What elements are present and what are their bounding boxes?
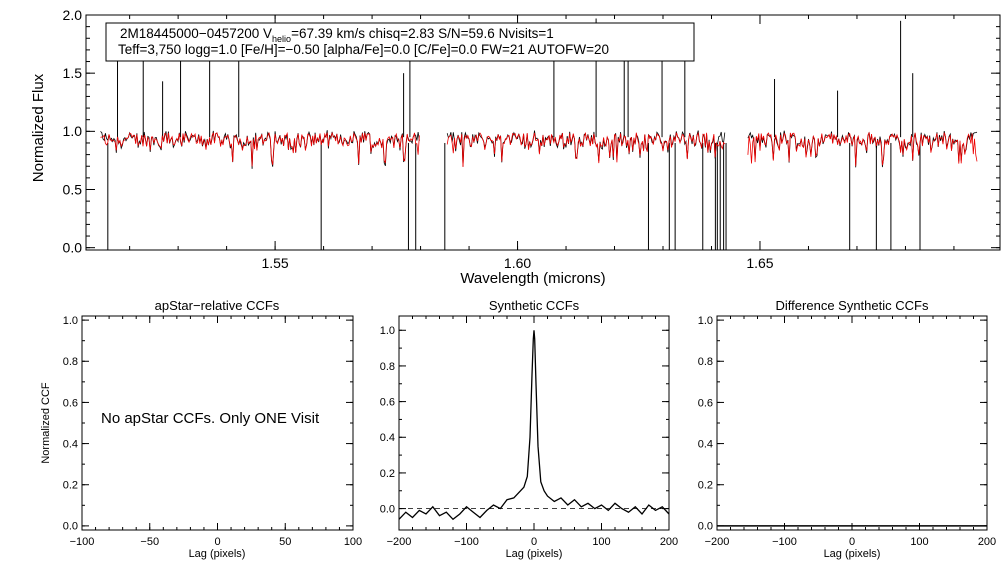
synthetic-xlabel: Lag (pixels)	[506, 548, 563, 560]
difference-axis-ticks: −200 −100 0 100 200 0.0 0.2 0.4 0.6 0.8 1.0	[698, 315, 996, 548]
x-tick-label: 0	[531, 536, 537, 548]
y-tick-label: 0.5	[63, 181, 83, 197]
y-tick-label: 1.5	[63, 65, 83, 81]
info-line-1-rest: =67.39 km/s chisq=2.83 S/N=59.6 Nvisits=…	[291, 26, 554, 41]
y-tick-label: 1.0	[698, 315, 713, 327]
synthetic-title: Synthetic CCFs	[489, 298, 580, 313]
model-spectrum-line	[100, 131, 978, 168]
apstar-xlabel: Lag (pixels)	[189, 548, 246, 560]
synthetic-ccf-lines	[398, 330, 670, 521]
x-tick-label: 200	[660, 536, 678, 548]
synthetic-plot-frame	[398, 315, 670, 531]
x-tick-label: −100	[70, 536, 95, 548]
apstar-message: No apStar CCFs. Only ONE Visit	[101, 410, 320, 427]
y-tick-label: 0.6	[380, 396, 395, 408]
apstar-ccf-panel: −100 −50 0 50 100 0.0 0.2 0.4 0.6 0.8 1.0 apStar−r…	[40, 298, 362, 560]
y-tick-label: 0.6	[63, 397, 78, 409]
y-tick-label: 0.8	[63, 356, 78, 368]
spectrum-ylabel: Normalized Flux	[30, 73, 47, 182]
apstar-axis-ticks: −100 −50 0 50 100 0.0 0.2 0.4 0.6 0.8 1.0	[63, 315, 362, 548]
model-spectrum-chip-2	[446, 131, 726, 168]
y-tick-label: 0.6	[698, 397, 713, 409]
synthetic-ccf-line	[398, 330, 670, 521]
v-subscript: helio	[272, 34, 291, 44]
difference-title: Difference Synthetic CCFs	[776, 298, 929, 313]
difference-ccf-panel: −200 −100 0 100 200 0.0 0.2 0.4 0.6 0.8 1.0 Differ…	[698, 298, 996, 560]
x-tick-label: 1.60	[504, 255, 531, 271]
apstar-title: apStar−relative CCFs	[155, 298, 280, 313]
apstar-ylabel: Normalized CCF	[40, 382, 52, 464]
x-tick-label: −200	[387, 536, 412, 548]
spectrum-plot-frame	[85, 14, 1001, 251]
y-tick-label: 0.0	[63, 240, 83, 256]
y-tick-label: 0.0	[698, 521, 713, 533]
info-line-2: Teff=3,750 logg=1.0 [Fe/H]=−0.50 [alpha/…	[118, 42, 609, 57]
difference-xlabel: Lag (pixels)	[824, 548, 881, 560]
spectrum-panel: 1.55 1.60 1.65 0.0 0.5 1.0 1.5 2.0 2M18445000−0…	[30, 7, 1001, 287]
x-tick-label: 100	[910, 536, 928, 548]
y-tick-label: 0.4	[380, 432, 395, 444]
y-tick-label: 0.0	[63, 521, 78, 533]
y-tick-label: 0.2	[380, 468, 395, 480]
x-tick-label: 50	[279, 536, 291, 548]
x-tick-label: −200	[705, 536, 730, 548]
x-tick-label: 0	[849, 536, 855, 548]
y-tick-label: 0.0	[380, 503, 395, 515]
x-tick-label: −50	[140, 536, 159, 548]
synthetic-ccf-panel: −200 −100 0 100 200 0.0 0.2 0.4 0.6 0.8 1.0 Synthe…	[380, 298, 678, 560]
v-label: V	[263, 26, 272, 41]
y-tick-label: 1.0	[63, 123, 83, 139]
y-tick-label: 0.2	[698, 480, 713, 492]
y-tick-label: 0.8	[698, 356, 713, 368]
spectrum-xlabel: Wavelength (microns)	[460, 270, 605, 287]
x-tick-label: 0	[214, 536, 220, 548]
observed-spectrum-chip-3	[747, 130, 978, 168]
x-tick-label: 100	[344, 536, 362, 548]
x-tick-label: 1.65	[746, 255, 773, 271]
x-tick-label: −100	[772, 536, 797, 548]
y-tick-label: 0.4	[63, 438, 78, 450]
x-tick-label: 1.55	[261, 255, 288, 271]
y-tick-label: 0.4	[698, 438, 713, 450]
info-line-1: 2M18445000−0457200 Vhelio=67.39 km/s chi…	[120, 26, 554, 44]
model-spectrum-chip-1	[100, 131, 420, 167]
y-tick-label: 2.0	[63, 7, 83, 23]
y-tick-label: 0.2	[63, 480, 78, 492]
spectrum-axis-ticks: 1.55 1.60 1.65 0.0 0.5 1.0 1.5 2.0	[63, 7, 1000, 271]
y-tick-label: 1.0	[380, 325, 395, 337]
x-tick-label: 100	[592, 536, 610, 548]
synthetic-axis-ticks: −200 −100 0 100 200 0.0 0.2 0.4 0.6 0.8 1.0	[380, 316, 678, 548]
difference-plot-frame	[716, 315, 988, 531]
star-id: 2M18445000−0457200	[120, 26, 259, 41]
y-tick-label: 0.8	[380, 361, 395, 373]
model-spectrum-chip-3	[747, 131, 978, 167]
x-tick-label: 200	[978, 536, 996, 548]
info-box	[105, 22, 695, 62]
y-tick-label: 1.0	[63, 315, 78, 327]
x-tick-label: −100	[454, 536, 479, 548]
